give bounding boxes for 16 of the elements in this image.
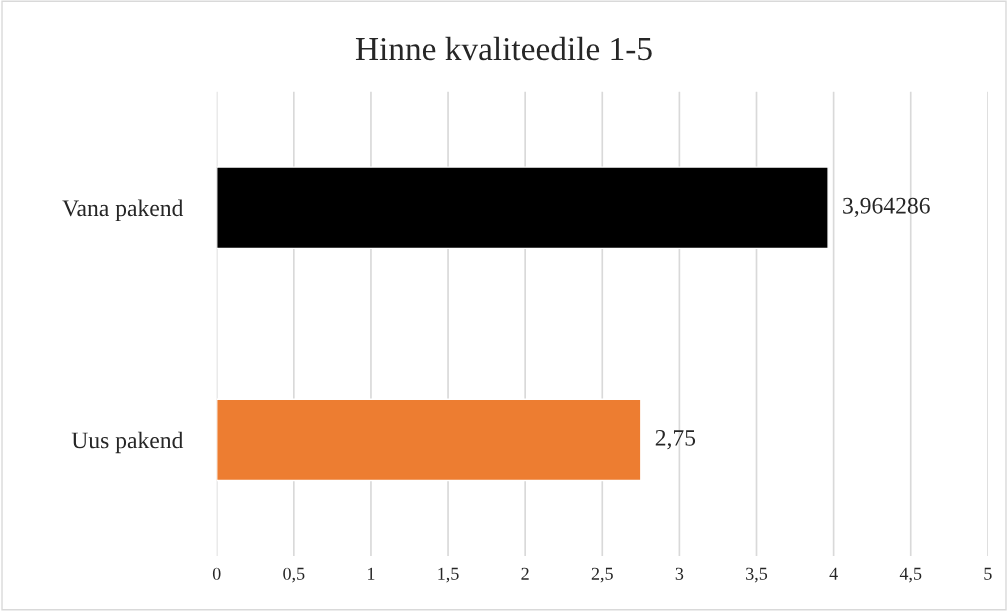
- chart-title: Hinne kvaliteedile 1-5: [355, 36, 652, 61]
- x-tick-label: 1: [368, 567, 375, 580]
- x-tick-label: 1,5: [438, 567, 459, 583]
- y-tick-label: Vana pakend: [62, 199, 184, 221]
- x-tick-label: 4: [829, 567, 838, 580]
- x-tick-label: 2,5: [591, 567, 613, 583]
- x-tick-label: 0,5: [283, 567, 305, 583]
- data-label: 2,75: [655, 429, 696, 450]
- x-tick-label: 5: [984, 567, 992, 580]
- y-tick-label: Uus pakend: [71, 431, 184, 454]
- x-tick-label: 3: [675, 567, 684, 580]
- data-label: 3,964286: [843, 197, 930, 218]
- x-tick-label: 2: [521, 567, 529, 580]
- x-tick-label: 4,5: [899, 567, 922, 583]
- x-tick-label: 3,5: [746, 567, 768, 583]
- x-tick-label: 0: [212, 567, 221, 580]
